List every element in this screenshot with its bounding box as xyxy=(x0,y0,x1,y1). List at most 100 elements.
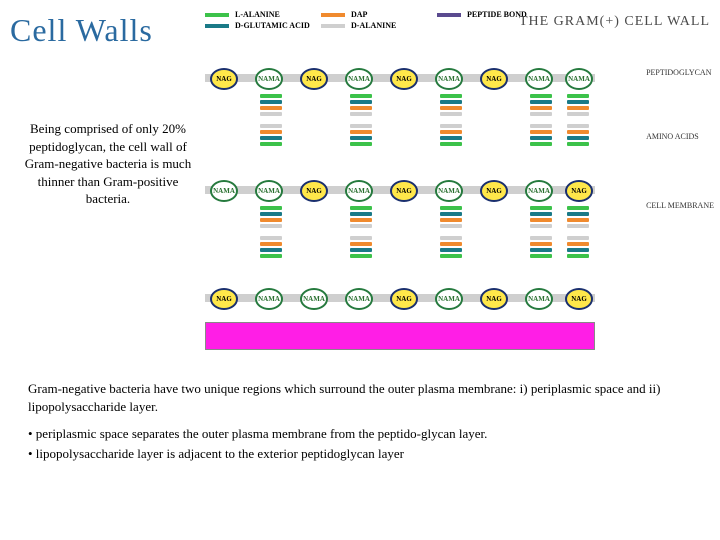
amino-acid-bar xyxy=(350,124,372,128)
amino-acid-bar xyxy=(530,248,552,252)
nama-sugar: NAMA xyxy=(255,68,283,90)
nama-sugar: NAMA xyxy=(435,68,463,90)
amino-acid-bar xyxy=(567,248,589,252)
amino-acid-bar xyxy=(260,106,282,110)
peptide-chain xyxy=(567,234,589,260)
amino-acid-bar xyxy=(260,218,282,222)
peptide-chain xyxy=(530,122,552,148)
amino-acid-bar xyxy=(530,100,552,104)
legend-label: DAP xyxy=(351,10,431,19)
legend-label: D-GLUTAMIC ACID xyxy=(235,21,315,30)
amino-acid-bar xyxy=(350,254,372,258)
amino-acid-bar xyxy=(567,212,589,216)
amino-acid-bar xyxy=(567,218,589,222)
amino-acid-bar xyxy=(530,212,552,216)
nama-sugar: NAMA xyxy=(565,68,593,90)
nag-sugar: NAG xyxy=(390,68,418,90)
amino-acid-bar xyxy=(567,112,589,116)
nama-sugar: NAMA xyxy=(525,68,553,90)
amino-acid-bar xyxy=(530,94,552,98)
nag-sugar: NAG xyxy=(300,68,328,90)
amino-acid-bar xyxy=(530,254,552,258)
amino-acid-bar xyxy=(567,94,589,98)
amino-acid-bar xyxy=(567,254,589,258)
peptide-chain xyxy=(440,92,462,118)
swatch-lalanine xyxy=(205,13,229,17)
peptide-chain xyxy=(567,204,589,230)
amino-acid-bar xyxy=(350,212,372,216)
nama-sugar: NAMA xyxy=(255,288,283,310)
nag-sugar: NAG xyxy=(210,68,238,90)
peptide-chain xyxy=(530,234,552,260)
peptide-chain xyxy=(567,92,589,118)
page-title: Cell Walls xyxy=(10,12,153,49)
amino-acid-bar xyxy=(260,224,282,228)
peptide-chain xyxy=(350,204,372,230)
amino-acid-bar xyxy=(350,242,372,246)
amino-acid-bar xyxy=(440,218,462,222)
nama-sugar: NAMA xyxy=(210,180,238,202)
amino-acid-bar xyxy=(440,212,462,216)
nag-sugar: NAG xyxy=(565,288,593,310)
amino-acid-bar xyxy=(260,124,282,128)
amino-acid-bar xyxy=(440,242,462,246)
nama-sugar: NAMA xyxy=(255,180,283,202)
nama-sugar: NAMA xyxy=(435,288,463,310)
amino-acid-bar xyxy=(440,206,462,210)
swatch-dap xyxy=(321,13,345,17)
nag-sugar: NAG xyxy=(390,288,418,310)
nag-sugar: NAG xyxy=(565,180,593,202)
amino-acid-bar xyxy=(530,130,552,134)
nama-sugar: NAMA xyxy=(300,288,328,310)
amino-acid-bar xyxy=(440,112,462,116)
cell-wall-diagram: NAG NAMA NAG NAMA NAG NAMA NAG NAMA NAMA NAMA NAMA… xyxy=(205,50,595,355)
label-cellmembrane: CELL MEMBRANE xyxy=(646,201,714,210)
amino-acid-bar xyxy=(440,130,462,134)
bottom-bullet-1: • periplasmic space separates the outer … xyxy=(28,425,688,443)
amino-acid-bar xyxy=(530,136,552,140)
amino-acid-bar xyxy=(440,106,462,110)
amino-acid-bar xyxy=(260,242,282,246)
amino-acid-bar xyxy=(440,100,462,104)
amino-acid-bar xyxy=(530,242,552,246)
amino-acid-bar xyxy=(530,112,552,116)
amino-acid-bar xyxy=(260,94,282,98)
amino-acid-bar xyxy=(350,224,372,228)
amino-acid-bar xyxy=(260,130,282,134)
amino-acid-bar xyxy=(567,206,589,210)
peptide-chain xyxy=(260,92,282,118)
nama-sugar: NAMA xyxy=(435,180,463,202)
nag-sugar: NAG xyxy=(480,180,508,202)
diagram-title: THE GRAM(+) CELL WALL xyxy=(519,14,710,30)
amino-acid-bar xyxy=(567,242,589,246)
amino-acid-bar xyxy=(567,136,589,140)
peptide-chain xyxy=(440,122,462,148)
amino-acid-bar xyxy=(260,212,282,216)
nama-sugar: NAMA xyxy=(345,68,373,90)
nag-sugar: NAG xyxy=(300,180,328,202)
amino-acid-bar xyxy=(567,106,589,110)
peptide-chain xyxy=(350,234,372,260)
amino-acid-bar xyxy=(440,136,462,140)
swatch-peptide xyxy=(437,13,461,17)
amino-acid-bar xyxy=(530,224,552,228)
peptide-chain xyxy=(260,204,282,230)
peptide-chain xyxy=(530,92,552,118)
amino-acid-bar xyxy=(567,130,589,134)
label-peptidoglycan: PEPTIDOGLYCAN xyxy=(646,68,714,77)
amino-acid-bar xyxy=(350,100,372,104)
amino-acid-bar xyxy=(567,124,589,128)
peptide-chain xyxy=(567,122,589,148)
amino-acid-bar xyxy=(350,236,372,240)
amino-acid-bar xyxy=(530,124,552,128)
nag-sugar: NAG xyxy=(480,68,508,90)
amino-acid-bar xyxy=(440,124,462,128)
amino-acid-bar xyxy=(530,236,552,240)
nag-sugar: NAG xyxy=(210,288,238,310)
amino-acid-bar xyxy=(567,100,589,104)
bottom-para-1: Gram-negative bacteria have two unique r… xyxy=(28,380,688,415)
amino-acid-bar xyxy=(260,136,282,140)
amino-acid-bar xyxy=(440,94,462,98)
amino-acid-bar xyxy=(440,254,462,258)
bottom-bullet-2: • lipopolysaccharide layer is adjacent t… xyxy=(28,445,688,463)
